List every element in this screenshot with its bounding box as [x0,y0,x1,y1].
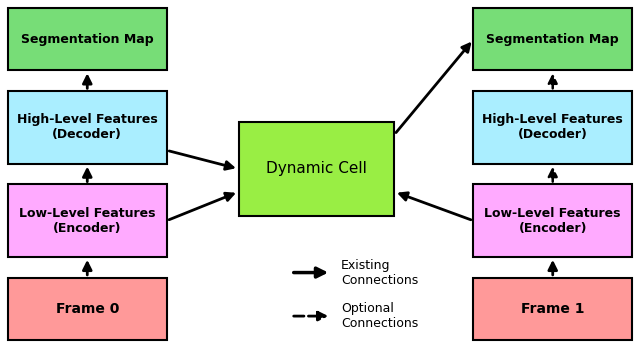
FancyArrowPatch shape [294,268,324,277]
Text: Low-Level Features
(Encoder): Low-Level Features (Encoder) [484,207,621,235]
FancyBboxPatch shape [239,122,394,215]
FancyArrowPatch shape [396,44,470,133]
Text: Dynamic Cell: Dynamic Cell [266,161,367,176]
Text: Segmentation Map: Segmentation Map [486,33,619,46]
FancyBboxPatch shape [8,91,166,164]
Text: Frame 1: Frame 1 [521,302,584,316]
Text: High-Level Features
(Decoder): High-Level Features (Decoder) [17,114,157,142]
FancyBboxPatch shape [474,184,632,257]
Text: High-Level Features
(Decoder): High-Level Features (Decoder) [483,114,623,142]
FancyBboxPatch shape [8,184,166,257]
FancyArrowPatch shape [549,76,557,89]
Text: Segmentation Map: Segmentation Map [21,33,154,46]
FancyBboxPatch shape [8,8,166,70]
Text: Optional
Connections: Optional Connections [341,302,419,330]
FancyArrowPatch shape [549,169,557,182]
FancyArrowPatch shape [83,170,91,182]
Text: Existing
Connections: Existing Connections [341,259,419,287]
FancyArrowPatch shape [400,193,471,220]
FancyBboxPatch shape [474,8,632,70]
FancyArrowPatch shape [169,193,234,220]
FancyArrowPatch shape [169,151,233,169]
Text: Frame 0: Frame 0 [56,302,119,316]
FancyBboxPatch shape [474,278,632,340]
FancyBboxPatch shape [8,278,166,340]
Text: Low-Level Features
(Encoder): Low-Level Features (Encoder) [19,207,156,235]
FancyArrowPatch shape [83,263,91,275]
FancyArrowPatch shape [83,76,91,89]
FancyArrowPatch shape [549,263,557,275]
FancyBboxPatch shape [474,91,632,164]
FancyArrowPatch shape [294,312,325,320]
